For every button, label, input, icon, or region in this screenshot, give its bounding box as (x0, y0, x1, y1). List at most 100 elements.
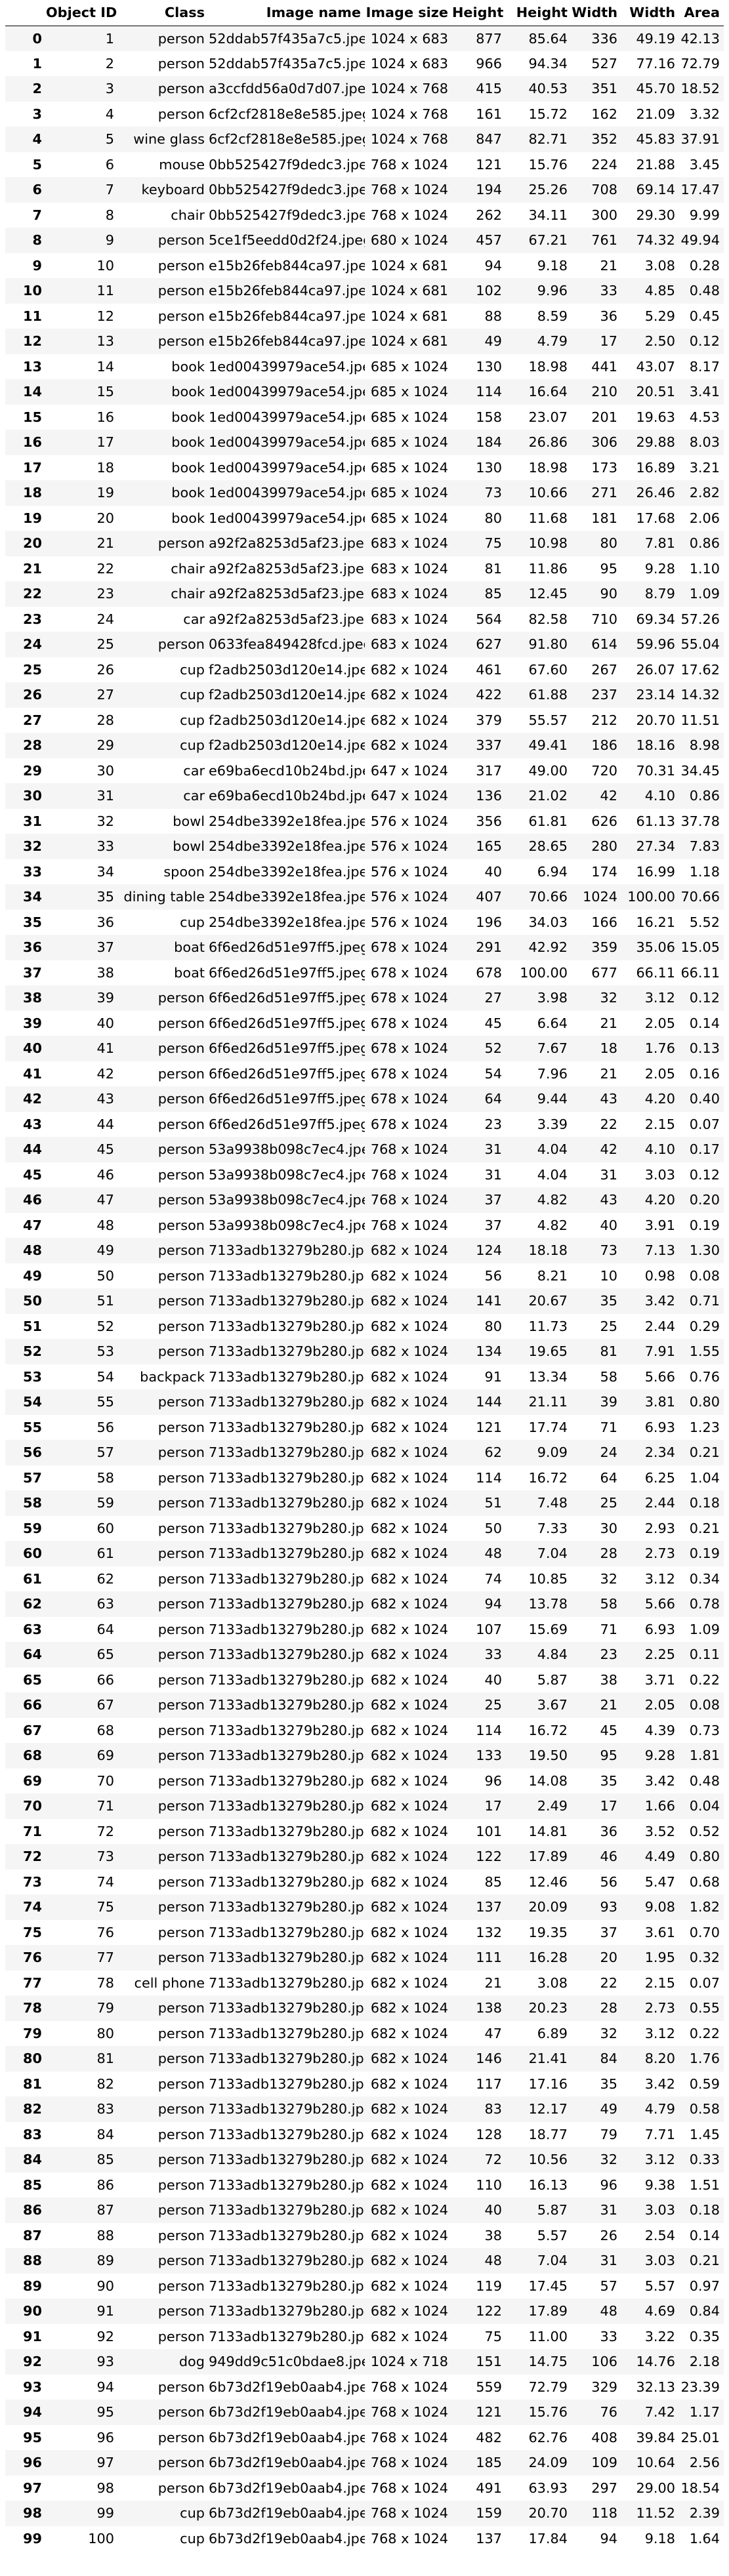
table-cell: 114 (476, 1722, 502, 1738)
table-cell: 2.49 (537, 1798, 568, 1814)
table-cell: 17.89 (528, 1849, 568, 1865)
table-row: 16 17 book 1ed00439979ace54.jpeg 685 x 1024 1… (5, 430, 724, 455)
table-cell: 329 (591, 2379, 617, 2395)
table-row: 9 10 person e15b26feb844ca97.jpeg 1024 x 681… (5, 253, 724, 278)
table-cell: 12.46 (528, 1873, 568, 1890)
table-cell: 7133adb13279b280.jpeg (209, 1924, 365, 1940)
table-cell: person (157, 1015, 205, 1031)
table-cell: 949dd9c51c0bdae8.jpeg (209, 2354, 365, 2370)
table-cell: 7133adb13279b280.jpeg (209, 1671, 365, 1688)
header-cell: Class (118, 0, 209, 26)
table-cell: 3.32 (689, 106, 720, 122)
row-index-cell: 40 (23, 1040, 42, 1057)
table-cell: person (157, 232, 205, 249)
table-cell: 124 (476, 1242, 502, 1259)
table-cell: 28.65 (528, 838, 568, 855)
table-cell: 8.17 (689, 358, 720, 375)
table-cell: 254dbe3392e18fea.jpeg (209, 863, 365, 880)
table-cell: 18.98 (528, 358, 568, 375)
table-cell: 678 x 1024 (370, 939, 448, 956)
table-cell: 682 x 1024 (370, 1899, 448, 1915)
table-cell: 0.16 (689, 1065, 720, 1082)
table-cell: 4.10 (644, 788, 675, 804)
table-cell: 6.64 (537, 1015, 568, 1031)
table-cell: 44 (96, 1116, 114, 1132)
table-cell: 6b73d2f19eb0aab4.jpeg (209, 2505, 365, 2522)
table-cell: 267 (591, 661, 617, 678)
table-row: 11 12 person e15b26feb844ca97.jpeg 1024 x 68… (5, 303, 724, 329)
table-cell: 3.91 (644, 1217, 675, 1233)
table-cell: 22 (600, 1116, 617, 1132)
table-cell: 130 (476, 459, 502, 476)
table-cell: 11.52 (636, 2505, 675, 2522)
table-cell: 18 (600, 1040, 617, 1057)
table-cell: 49 (600, 2101, 617, 2117)
table-cell: 6b73d2f19eb0aab4.jpeg (209, 2429, 365, 2445)
table-cell: 564 (476, 611, 502, 627)
table-row: 84 85 person 7133adb13279b280.jpeg 682 x 102… (5, 2147, 724, 2173)
table-cell: 6f6ed26d51e97ff5.jpeg (209, 1116, 365, 1132)
table-cell: 1024 x 718 (370, 2354, 448, 2370)
table-cell: person (157, 636, 205, 653)
table-cell: 685 x 1024 (370, 485, 448, 501)
table-cell: 0bb525427f9dedc3.jpeg (209, 207, 365, 223)
table-cell: 0.52 (689, 1823, 720, 1839)
table-cell: 0.32 (689, 1950, 720, 1966)
table-cell: 74 (96, 1873, 114, 1890)
table-row: 23 24 car a92f2a8253d5af23.jpeg 683 x 1024 56… (5, 606, 724, 632)
table-cell: 7.04 (537, 2253, 568, 2269)
table-cell: 0.21 (689, 1520, 720, 1536)
table-cell: 6b73d2f19eb0aab4.jpeg (209, 2480, 365, 2496)
row-index-cell: 3 (32, 106, 42, 122)
row-index-cell: 37 (23, 964, 42, 981)
table-cell: 682 x 1024 (370, 1394, 448, 1410)
table-cell: 685 x 1024 (370, 510, 448, 526)
table-cell: 685 x 1024 (370, 384, 448, 400)
table-cell: 10 (96, 257, 114, 274)
table-cell: wine glass (133, 131, 205, 148)
table-cell: 75 (484, 535, 502, 552)
table-cell: 527 (591, 55, 617, 72)
table-cell: person (157, 333, 205, 350)
table-row: 74 75 person 7133adb13279b280.jpeg 682 x 102… (5, 1894, 724, 1920)
table-cell: 20.09 (528, 1899, 568, 1915)
table-cell: person (157, 1545, 205, 1562)
table-cell: 12.45 (528, 586, 568, 602)
table-cell: 49 (484, 333, 502, 350)
table-cell: person (157, 2455, 205, 2471)
table-cell: 1.10 (689, 560, 720, 577)
table-cell: 81 (484, 560, 502, 577)
table-cell: 94 (484, 1596, 502, 1612)
table-cell: 15.76 (528, 156, 568, 173)
table-cell: a92f2a8253d5af23.jpeg (209, 535, 365, 552)
table-cell: 768 x 1024 (370, 2404, 448, 2421)
table-cell: 74 (484, 1570, 502, 1587)
table-cell: 35 (96, 889, 114, 905)
table-cell: 71 (600, 1621, 617, 1637)
table-cell: 7.13 (644, 1242, 675, 1259)
table-row: 28 29 cup f2adb2503d120e14.jpeg 682 x 1024 33… (5, 733, 724, 758)
table-cell: 15.76 (528, 2404, 568, 2421)
table-cell: 3.52 (644, 1823, 675, 1839)
table-row: 30 31 car e69ba6ecd10b24bd.jpeg 647 x 1024 13… (5, 783, 724, 809)
table-cell: 102 (476, 283, 502, 299)
table-cell: 2.73 (644, 1545, 675, 1562)
table-cell: 685 x 1024 (370, 409, 448, 425)
table-cell: 94 (484, 257, 502, 274)
table-row: 72 73 person 7133adb13279b280.jpeg 682 x 102… (5, 1844, 724, 1870)
row-index-cell: 93 (23, 2379, 42, 2395)
table-cell: 1024 x 681 (370, 257, 448, 274)
table-cell: 23.14 (636, 687, 675, 703)
table-cell: 85 (96, 2152, 114, 2168)
table-cell: 7133adb13279b280.jpeg (209, 1293, 365, 1309)
row-index-cell: 56 (23, 1444, 42, 1461)
table-cell: 17.89 (528, 2303, 568, 2320)
table-cell: 9.99 (689, 207, 720, 223)
table-cell: 34 (96, 863, 114, 880)
table-cell: 647 x 1024 (370, 762, 448, 779)
table-cell: 17.74 (528, 1419, 568, 1435)
table-cell: 7133adb13279b280.jpeg (209, 1419, 365, 1435)
table-row: 78 79 person 7133adb13279b280.jpeg 682 x 102… (5, 1995, 724, 2021)
table-cell: 317 (476, 762, 502, 779)
table-cell: 17.45 (528, 2278, 568, 2294)
